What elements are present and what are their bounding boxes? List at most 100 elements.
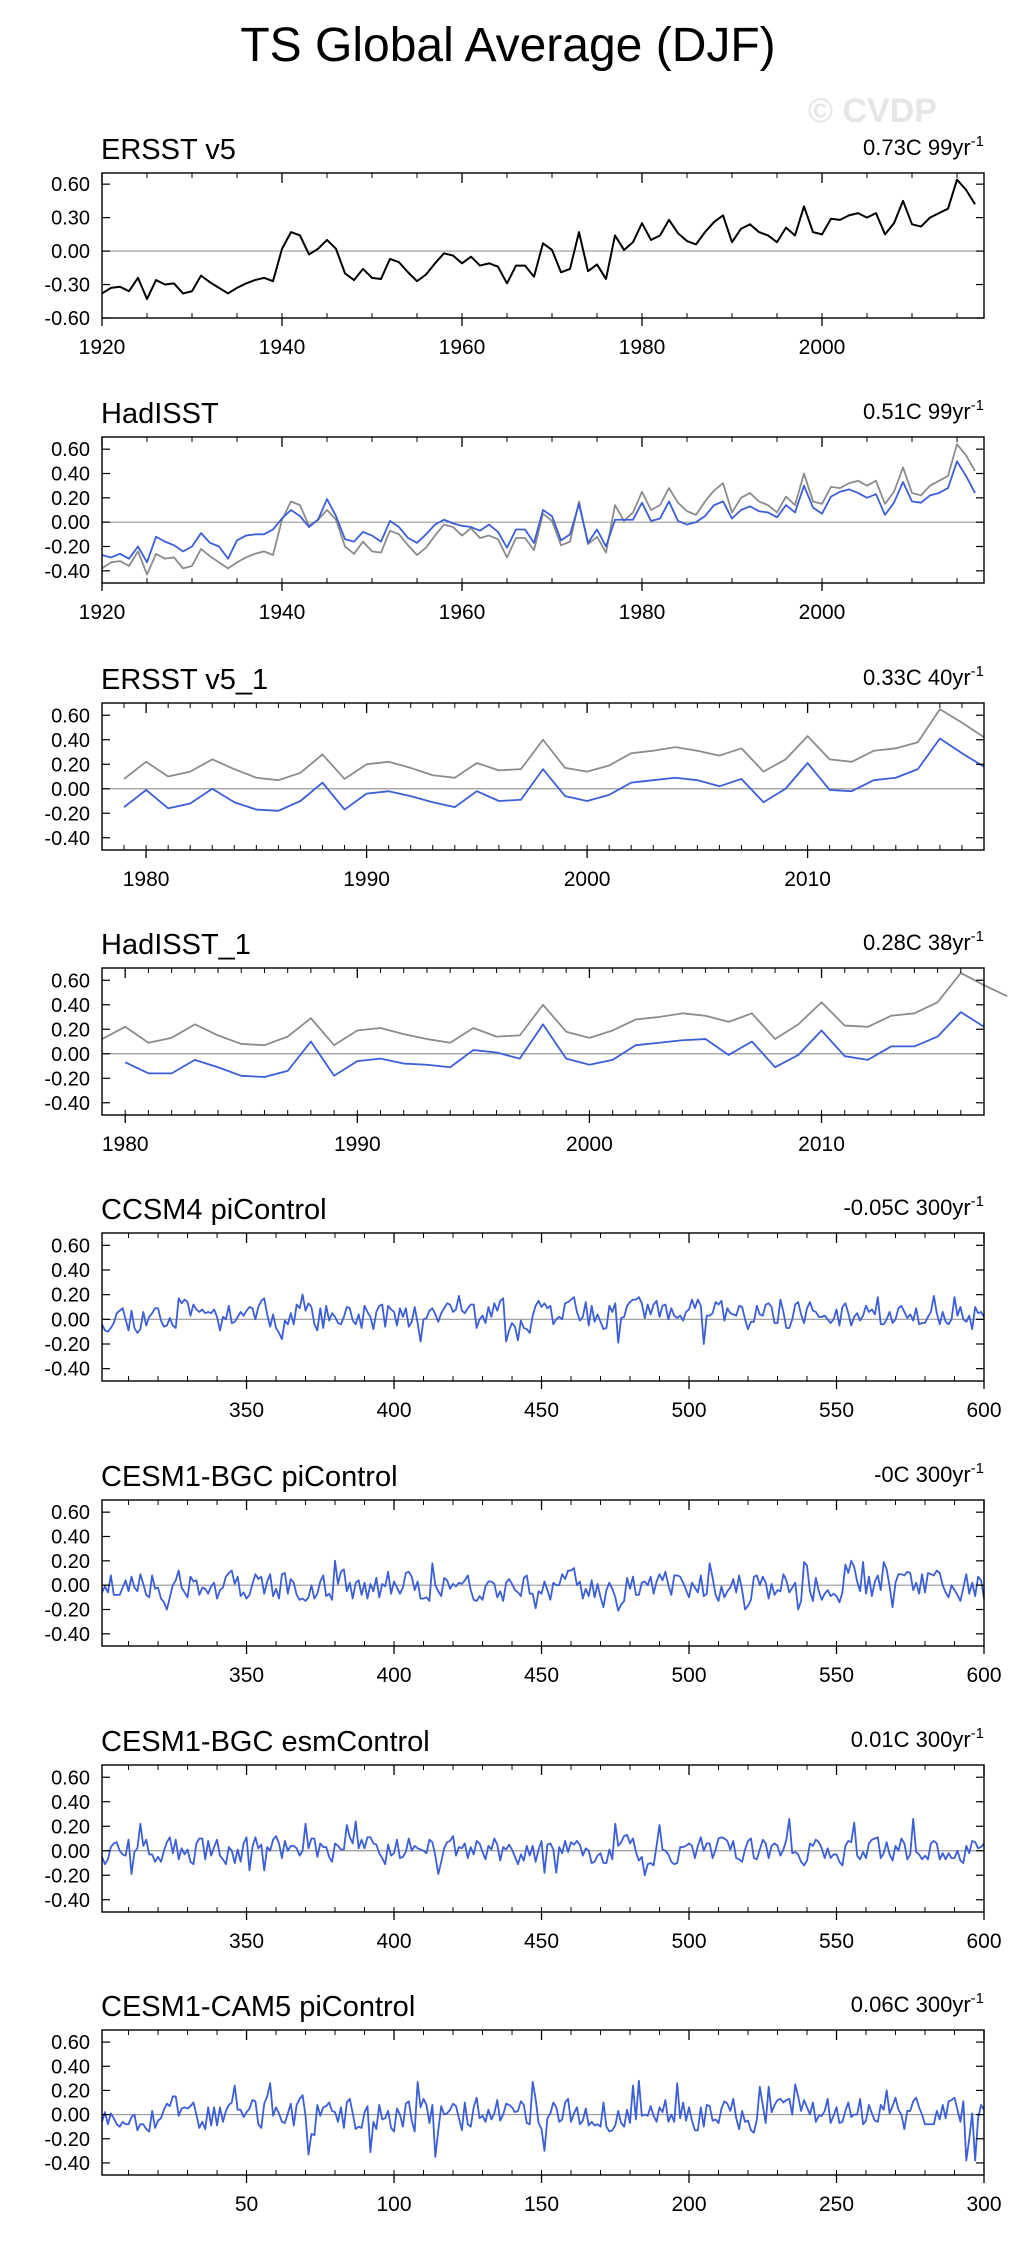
trend-label: 0.73C 99yr-1: [863, 133, 984, 160]
trend-label: 0.06C 300yr-1: [851, 1990, 984, 2017]
x-tick-label: 100: [377, 2193, 412, 2216]
page-title: TS Global Average (DJF): [240, 19, 776, 72]
plot-frame: [101, 172, 985, 319]
y-tick-label: -0.40: [44, 561, 90, 583]
y-tick-label: 0.20: [51, 754, 90, 776]
panel-title: ERSST v5_1: [101, 664, 268, 696]
trend-label: -0C 300yr-1: [874, 1460, 984, 1487]
series-line: [124, 1011, 985, 1078]
trend-label: -0.05C 300yr-1: [843, 1193, 984, 1220]
trend-label: 0.28C 38yr-1: [863, 928, 984, 955]
chart-panel: CESM1-BGC piControl -0C 300yr-10.600.400.…: [44, 1460, 1001, 1687]
x-tick-label: 1990: [343, 868, 390, 891]
x-tick-label: 2000: [566, 1133, 613, 1156]
y-tick-label: 0.30: [51, 208, 90, 230]
y-tick-label: 0.60: [51, 439, 90, 461]
x-tick-label: 400: [377, 1664, 412, 1687]
x-tick-label: 1980: [123, 868, 170, 891]
y-tick-label: 0.20: [51, 488, 90, 510]
x-tick-label: 150: [524, 2193, 559, 2216]
y-tick-label: 0.00: [51, 512, 90, 534]
y-tick-label: 0.60: [51, 1502, 90, 1524]
panel-title: CESM1-BGC piControl: [101, 1461, 398, 1493]
y-tick-label: -0.40: [44, 1359, 90, 1381]
y-tick-label: 0.20: [51, 1019, 90, 1041]
plot-frame: [101, 1499, 985, 1647]
y-tick-label: 0.60: [51, 970, 90, 992]
chart-panel: HadISST 0.51C 99yr-1 0.60 0.400.200.00 -0.20…: [44, 397, 985, 624]
x-tick-label: 550: [819, 1399, 854, 1422]
y-tick-label: 0.00: [51, 241, 90, 263]
x-tick-label: 1920: [79, 336, 126, 359]
y-tick-label: 0.40: [51, 730, 90, 752]
x-tick-label: 500: [671, 1930, 706, 1953]
x-tick-label: 2010: [784, 868, 831, 891]
y-tick-label: -0.60: [44, 308, 90, 330]
y-tick-label: -0.40: [44, 1093, 90, 1115]
panel-title: HadISST_1: [101, 929, 251, 961]
plot-frame: [101, 436, 985, 584]
y-tick-label: -0.20: [44, 803, 90, 825]
x-tick-label: 250: [819, 2193, 854, 2216]
x-tick-label: 450: [524, 1930, 559, 1953]
x-tick-label: 2010: [798, 1133, 845, 1156]
y-tick-label: -0.40: [44, 1624, 90, 1646]
x-tick-label: 350: [229, 1399, 264, 1422]
plot-frame: [101, 2029, 985, 2176]
x-tick-label: 2000: [564, 868, 611, 891]
y-tick-label: 0.60: [51, 1235, 90, 1257]
x-tick-label: 1960: [439, 601, 486, 624]
x-tick-label: 1980: [102, 1133, 149, 1156]
y-tick-label: 0.60: [51, 2032, 90, 2054]
x-tick-label: 600: [966, 1399, 1001, 1422]
plot-frame: [101, 1232, 985, 1382]
chart-panel: CCSM4 piControl -0.05C 300yr-1 0.60 0.40 0.2…: [44, 1193, 1001, 1422]
x-tick-label: 450: [524, 1399, 559, 1422]
y-tick-label: 0.00: [51, 1044, 90, 1066]
x-tick-label: 1980: [619, 336, 666, 359]
y-tick-label: -0.20: [44, 1600, 90, 1622]
y-tick-label: 0.40: [51, 1792, 90, 1814]
y-tick-label: -0.30: [44, 275, 90, 297]
chart-panel: HadISST_1 0.28C 38yr-1 0.60 0.400.20 0.00 -0.…: [44, 928, 1008, 1156]
x-tick-label: 550: [819, 1930, 854, 1953]
series-line: [123, 708, 985, 782]
y-tick-label: 0.20: [51, 1551, 90, 1573]
y-tick-label: 0.40: [51, 995, 90, 1017]
x-tick-label: 500: [671, 1664, 706, 1687]
x-tick-label: 400: [377, 1399, 412, 1422]
trend-label: 0.33C 40yr-1: [863, 663, 984, 690]
x-tick-label: 350: [229, 1930, 264, 1953]
y-tick-label: 0.00: [51, 1575, 90, 1597]
x-tick-label: 450: [524, 1664, 559, 1687]
x-tick-label: 200: [671, 2193, 706, 2216]
x-tick-label: 300: [966, 2193, 1001, 2216]
panel-title: CESM1-BGC esmControl: [101, 1726, 430, 1758]
y-tick-label: 0.40: [51, 464, 90, 486]
series-line: [101, 460, 976, 564]
y-tick-label: -0.20: [44, 2129, 90, 2151]
x-tick-label: 550: [819, 1664, 854, 1687]
chart-panel: CESM1-BGC esmControl 0.01C 300yr-1 0.60 0.4…: [44, 1725, 1001, 1953]
y-tick-label: -0.20: [44, 537, 90, 559]
series-line: [101, 1818, 985, 1877]
x-tick-label: 1940: [259, 601, 306, 624]
series-line: [101, 972, 1008, 1047]
x-tick-label: 2000: [799, 336, 846, 359]
series-line: [123, 737, 985, 812]
x-tick-label: 1960: [439, 336, 486, 359]
trend-label: 0.51C 99yr-1: [863, 397, 984, 424]
chart-panel: ERSST v5_1 0.33C 40yr-10.600.400.200.00-0…: [44, 663, 985, 891]
panel-title: ERSST v5: [101, 134, 236, 166]
y-tick-label: 0.00: [51, 1309, 90, 1331]
plot-frame: [101, 702, 985, 851]
y-tick-label: 0.00: [51, 779, 90, 801]
series-line: [101, 1293, 985, 1345]
chart-panel: CESM1-CAM5 piControl 0.06C 300yr-1 0.600.4…: [44, 1990, 1001, 2216]
panel-title: HadISST: [101, 398, 219, 430]
trend-label: 0.01C 300yr-1: [851, 1725, 984, 1752]
watermark: © CVDP: [808, 92, 937, 130]
x-tick-label: 500: [671, 1399, 706, 1422]
series-line: [101, 2079, 985, 2162]
